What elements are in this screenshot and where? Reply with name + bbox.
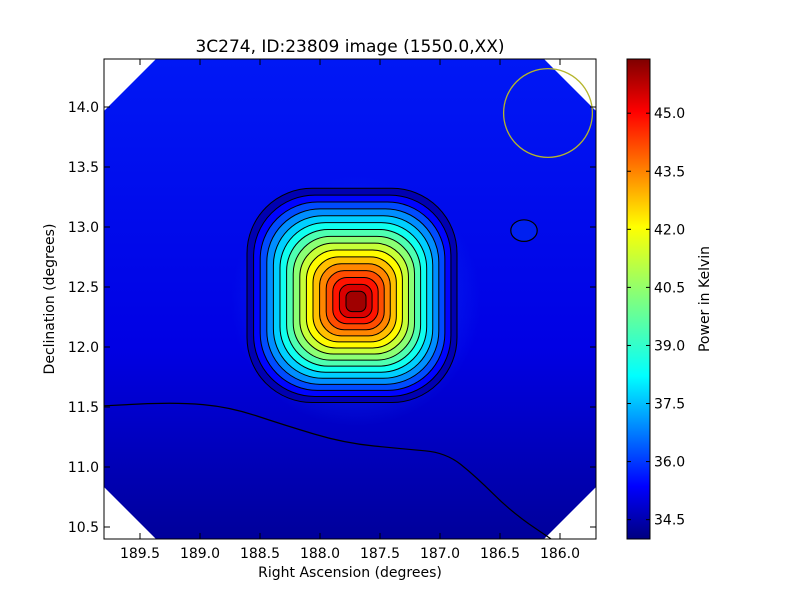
y-tick-label: 12.5 bbox=[68, 280, 99, 296]
image-corner-mask bbox=[104, 487, 156, 539]
colorbar-ticks: 34.5 36.0 37.5 39.0 40.5 42.0 43.5 45.0 bbox=[627, 106, 685, 529]
x-axis-ticks: 189.5 189.0 188.5 188.0 187.5 187.0 186.5 186.0 bbox=[120, 59, 580, 562]
image-corner-mask bbox=[104, 59, 156, 111]
colorbar-tick-label: 42.0 bbox=[654, 222, 685, 238]
x-tick-label: 186.0 bbox=[540, 546, 580, 562]
secondary-source bbox=[510, 219, 538, 243]
chart-title: 3C274, ID:23809 image (1550.0,XX) bbox=[195, 37, 504, 57]
colorbar-label: Power in Kelvin bbox=[697, 246, 713, 352]
colorbar-tick-label: 45.0 bbox=[654, 106, 685, 122]
beam-circle bbox=[502, 67, 594, 159]
contour-level bbox=[345, 290, 367, 313]
image-corner-mask bbox=[544, 59, 596, 111]
y-tick-label: 12.0 bbox=[68, 340, 99, 356]
x-axis-label: Right Ascension (degrees) bbox=[258, 565, 442, 581]
contour-lines bbox=[104, 187, 553, 539]
x-tick-label: 189.0 bbox=[180, 546, 220, 562]
y-tick-label: 11.0 bbox=[68, 460, 99, 476]
y-tick-label: 13.0 bbox=[68, 220, 99, 236]
plot-frame bbox=[103, 58, 597, 540]
colorbar-tick-label: 37.5 bbox=[654, 397, 685, 413]
colorbar-tick-label: 40.5 bbox=[654, 280, 685, 296]
x-tick-label: 188.0 bbox=[300, 546, 340, 562]
y-axis-label: Declination (degrees) bbox=[42, 224, 58, 375]
x-tick-label: 188.5 bbox=[240, 546, 280, 562]
y-tick-label: 14.0 bbox=[68, 100, 99, 116]
x-tick-label: 187.0 bbox=[420, 546, 460, 562]
y-tick-label: 11.5 bbox=[68, 400, 99, 416]
x-tick-label: 186.5 bbox=[480, 546, 520, 562]
colorbar bbox=[626, 58, 651, 540]
overlays bbox=[502, 67, 594, 243]
y-tick-label: 13.5 bbox=[68, 160, 99, 176]
colorbar-tick-label: 39.0 bbox=[654, 338, 685, 354]
y-tick-label: 10.5 bbox=[68, 520, 99, 536]
colorbar-tick-label: 34.5 bbox=[654, 513, 685, 529]
image-corner-mask bbox=[544, 487, 596, 539]
colorbar-tick-label: 36.0 bbox=[654, 455, 685, 471]
contour-line-lower bbox=[104, 402, 553, 539]
colorbar-tick-label: 43.5 bbox=[654, 164, 685, 180]
y-axis-ticks: 10.5 11.0 11.5 12.0 12.5 13.0 13.5 14.0 bbox=[68, 100, 596, 536]
x-tick-label: 189.5 bbox=[120, 546, 160, 562]
x-tick-label: 187.5 bbox=[360, 546, 400, 562]
